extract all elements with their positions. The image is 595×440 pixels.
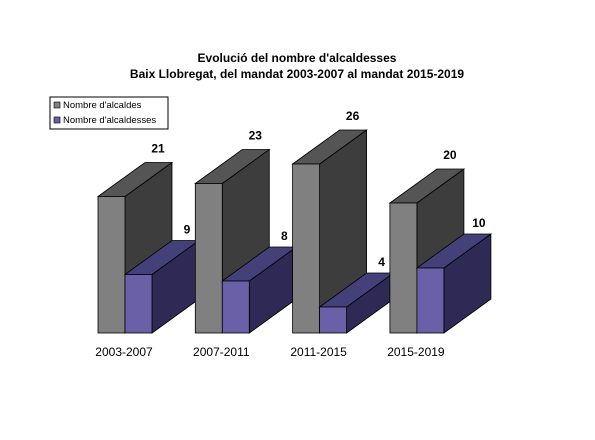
- value-label-alcaldes-2: 26: [346, 109, 360, 123]
- category-label-2: 2011-2015: [290, 345, 347, 359]
- bar-alcaldesses-3-front: [416, 267, 445, 334]
- category-labels-group: 2003-2007 2007-2011 2011-2015 2015-2019: [95, 345, 445, 359]
- value-label-alcaldes-1: 23: [249, 129, 263, 143]
- legend-label-alcaldesses: Nombre d'alcaldesses: [63, 115, 156, 126]
- category-label-0: 2003-2007: [95, 345, 153, 359]
- category-label-1: 2007-2011: [193, 345, 250, 359]
- bar-alcaldesses-2: [318, 272, 395, 334]
- bar-alcaldesses-3: [415, 233, 493, 334]
- value-label-alcaldes-3: 20: [443, 148, 457, 162]
- bar-alcaldes-3-front: [389, 202, 418, 334]
- value-label-alcaldes-0: 21: [151, 142, 165, 156]
- value-labels-group: 21 9 23 8 26 4 20 10: [151, 109, 486, 269]
- legend-box: [49, 96, 169, 130]
- legend: Nombre d'alcaldes Nombre d'alcaldesses: [49, 96, 169, 130]
- chart-title: Evolució del nombre d'alcaldesses: [198, 51, 397, 65]
- bars-group: [96, 129, 493, 334]
- chart-subtitle: Baix Llobregat, del mandat 2003-2007 al …: [130, 67, 464, 81]
- bar-alcaldes-1-front: [194, 183, 223, 334]
- bar-alcaldesses-1: [221, 246, 298, 334]
- bar-alcaldesses-2-front: [319, 306, 348, 334]
- value-label-alcaldesses-3: 10: [472, 216, 486, 230]
- legend-swatch-alcaldesses: [53, 116, 61, 124]
- legend-label-alcaldes: Nombre d'alcaldes: [63, 100, 142, 111]
- category-label-3: 2015-2019: [387, 345, 445, 359]
- bar-alcaldesses-0-front: [124, 274, 153, 334]
- bar-alcaldes-0-front: [97, 196, 126, 334]
- bar-alcaldesses-1-front: [221, 280, 250, 334]
- value-label-alcaldesses-1: 8: [281, 229, 288, 243]
- value-label-alcaldesses-0: 9: [184, 223, 191, 237]
- value-label-alcaldesses-2: 4: [378, 255, 385, 269]
- legend-swatch-alcaldes: [53, 101, 61, 109]
- bar-alcaldes-2-front: [292, 163, 321, 334]
